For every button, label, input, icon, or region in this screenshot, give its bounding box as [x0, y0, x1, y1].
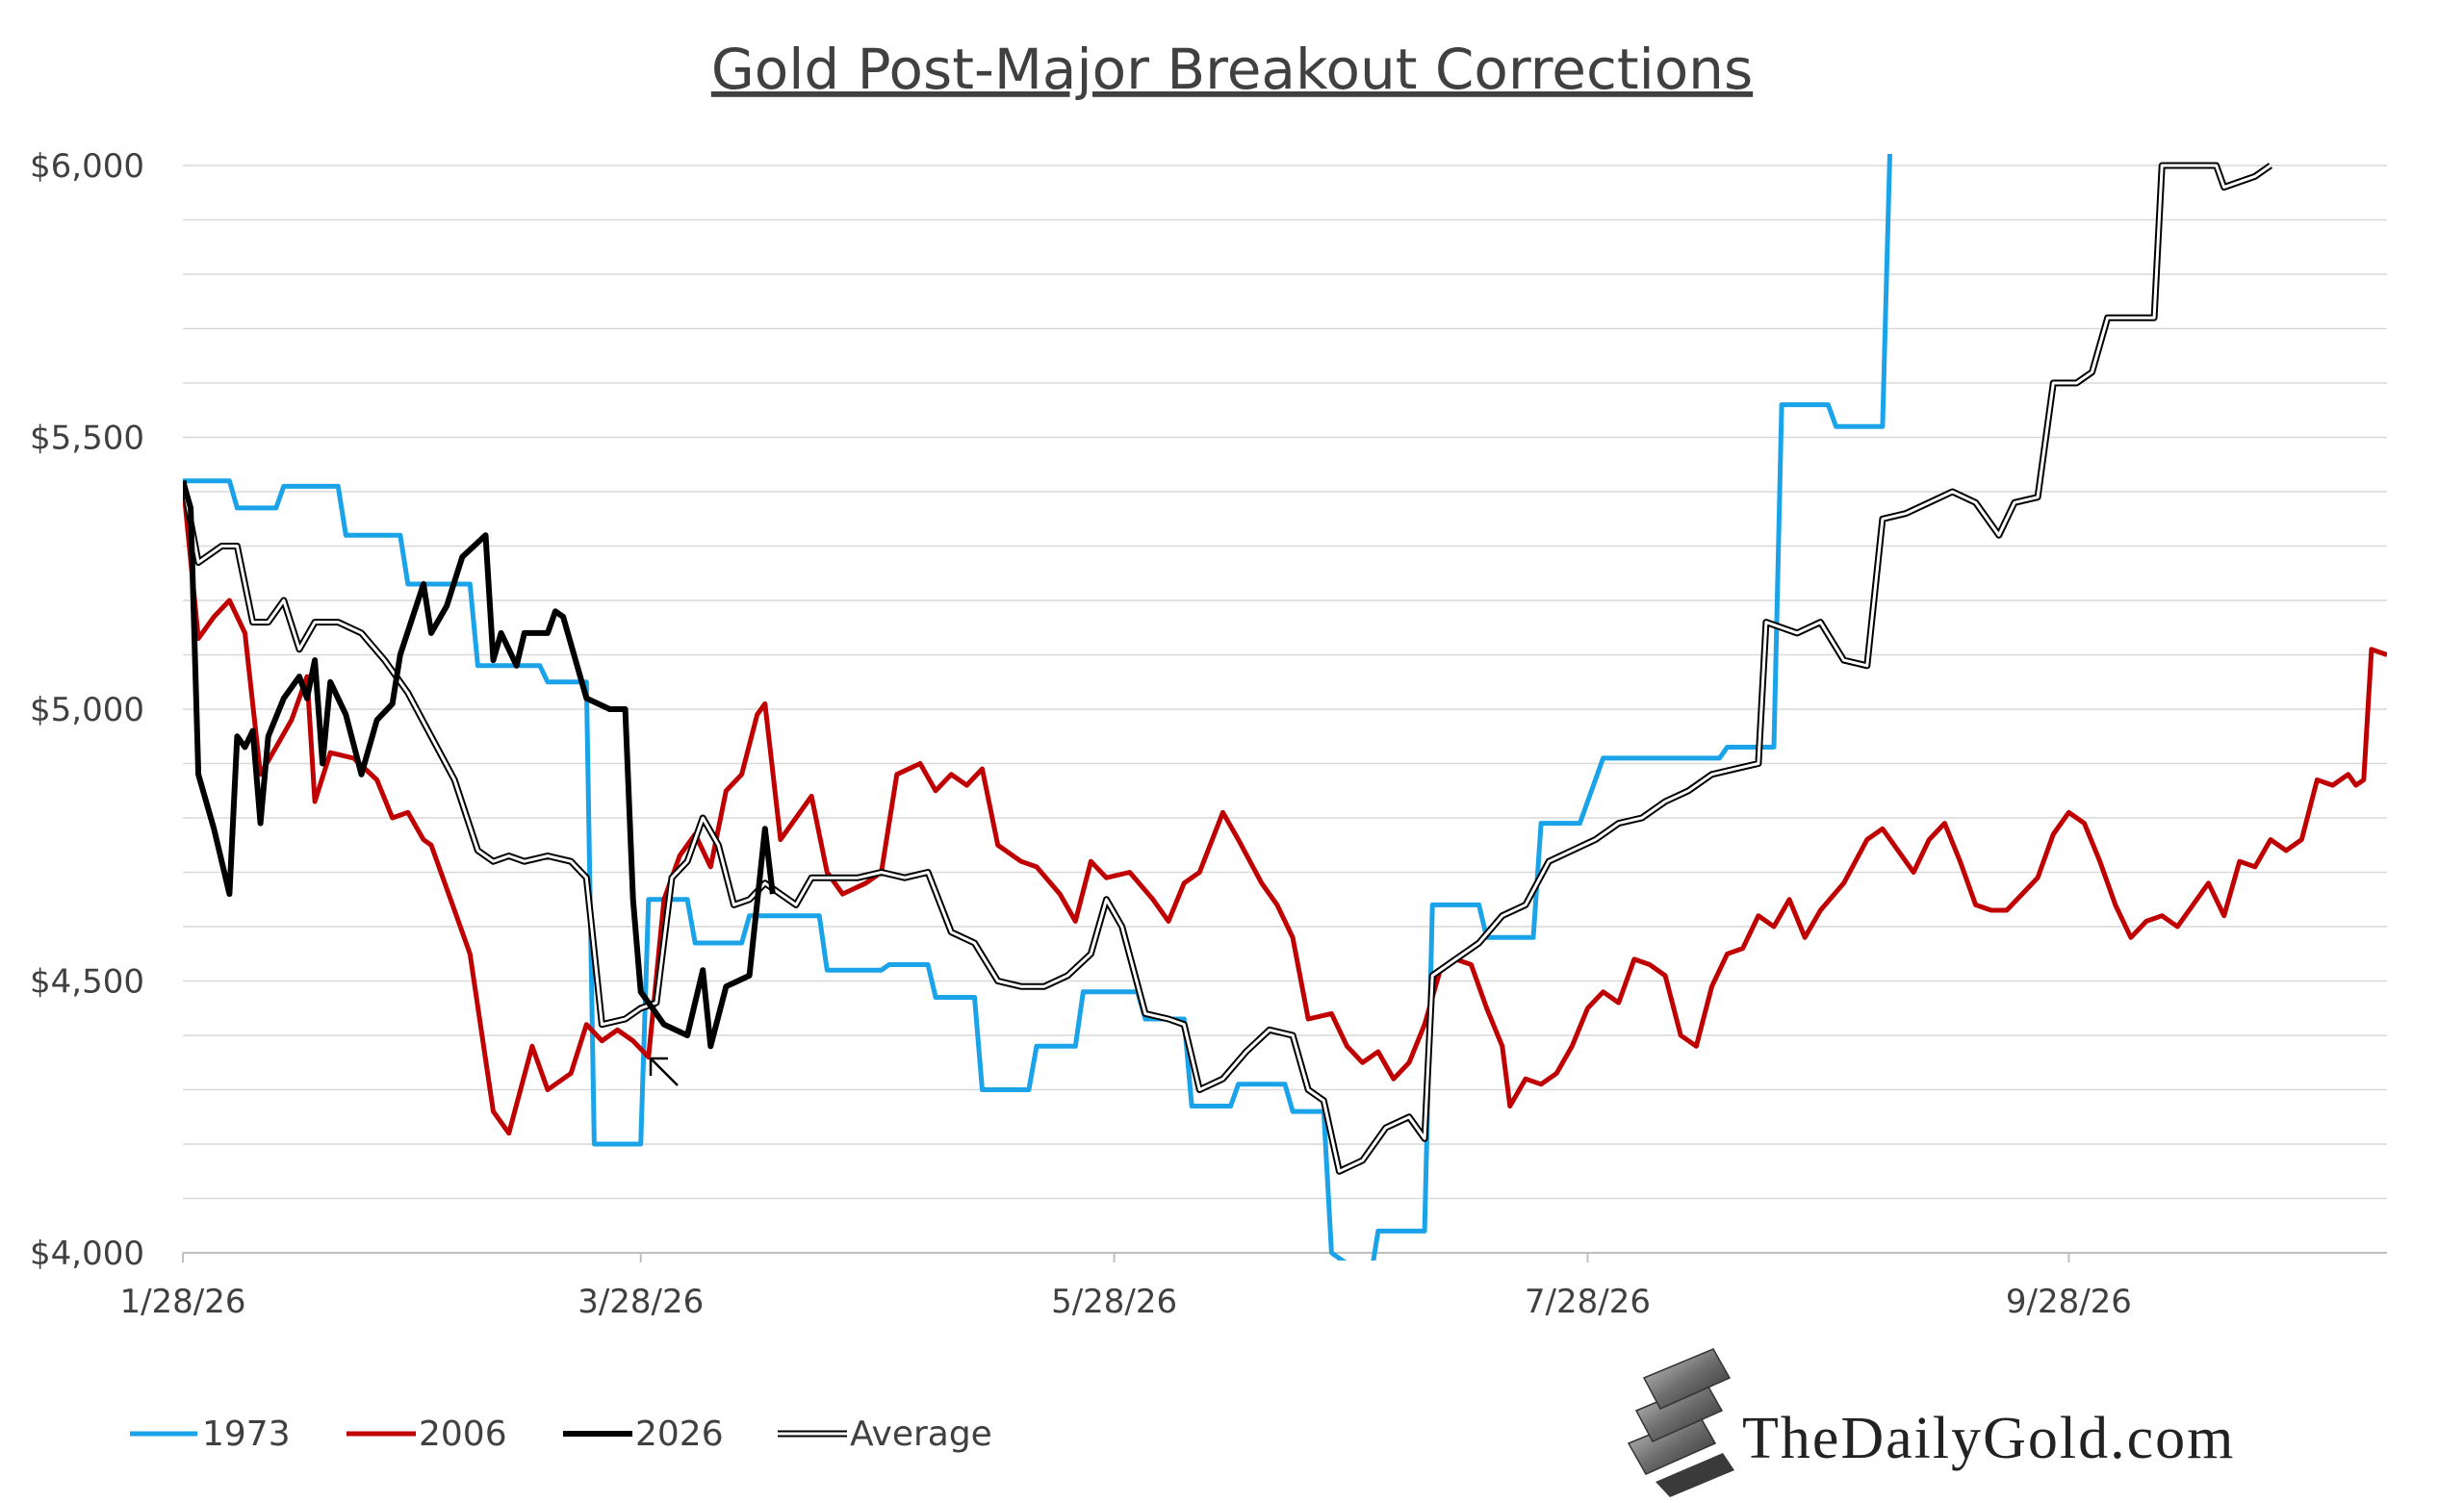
series-line-average-inner: [183, 164, 2272, 1173]
series-line-2026: [183, 479, 776, 1050]
legend-label: 2026: [635, 1414, 724, 1454]
x-axis-ticks: 1/28/26 3/28/26 5/28/26 7/28/26 9/28/26: [119, 1253, 2132, 1321]
legend: 1973 2006 2026 Average: [130, 1414, 992, 1454]
x-tick-label: 1/28/26: [119, 1283, 245, 1321]
legend-item-2026: 2026: [563, 1414, 724, 1454]
legend-label: 2006: [419, 1414, 507, 1454]
legend-item-2006: 2006: [346, 1414, 507, 1454]
series-line-average: [183, 162, 2273, 1175]
brand-logo: TheDailyGold.com: [1627, 1348, 2235, 1497]
legend-item-average: Average: [778, 1414, 992, 1454]
chart-title: Gold Post-Major Breakout Corrections: [711, 37, 1753, 102]
series-line-2006: [183, 480, 2387, 1136]
y-tick-label: $6,000: [30, 147, 144, 186]
brand-text: TheDailyGold.com: [1742, 1406, 2235, 1471]
y-tick-label: $5,000: [30, 691, 144, 729]
series-line-1973: [183, 154, 1892, 1261]
y-tick-label: $4,500: [30, 963, 144, 1002]
legend-item-1973: 1973: [130, 1414, 291, 1454]
legend-label: 1973: [202, 1414, 291, 1454]
y-tick-label: $4,000: [30, 1235, 144, 1273]
gridlines: [183, 165, 2387, 1200]
y-axis-ticks: $4,000 $4,500 $5,000 $5,500 $6,000: [30, 147, 144, 1273]
x-tick-label: 9/28/26: [2006, 1283, 2132, 1321]
cursor-arrow-icon: [649, 1057, 679, 1086]
gold-bars-icon: [1627, 1348, 1734, 1497]
x-tick-label: 7/28/26: [1525, 1283, 1651, 1321]
x-tick-label: 5/28/26: [1051, 1283, 1177, 1321]
x-tick-label: 3/28/26: [578, 1283, 704, 1321]
legend-label: Average: [850, 1414, 992, 1454]
y-tick-label: $5,500: [30, 420, 144, 458]
series-layer: [183, 154, 2387, 1261]
